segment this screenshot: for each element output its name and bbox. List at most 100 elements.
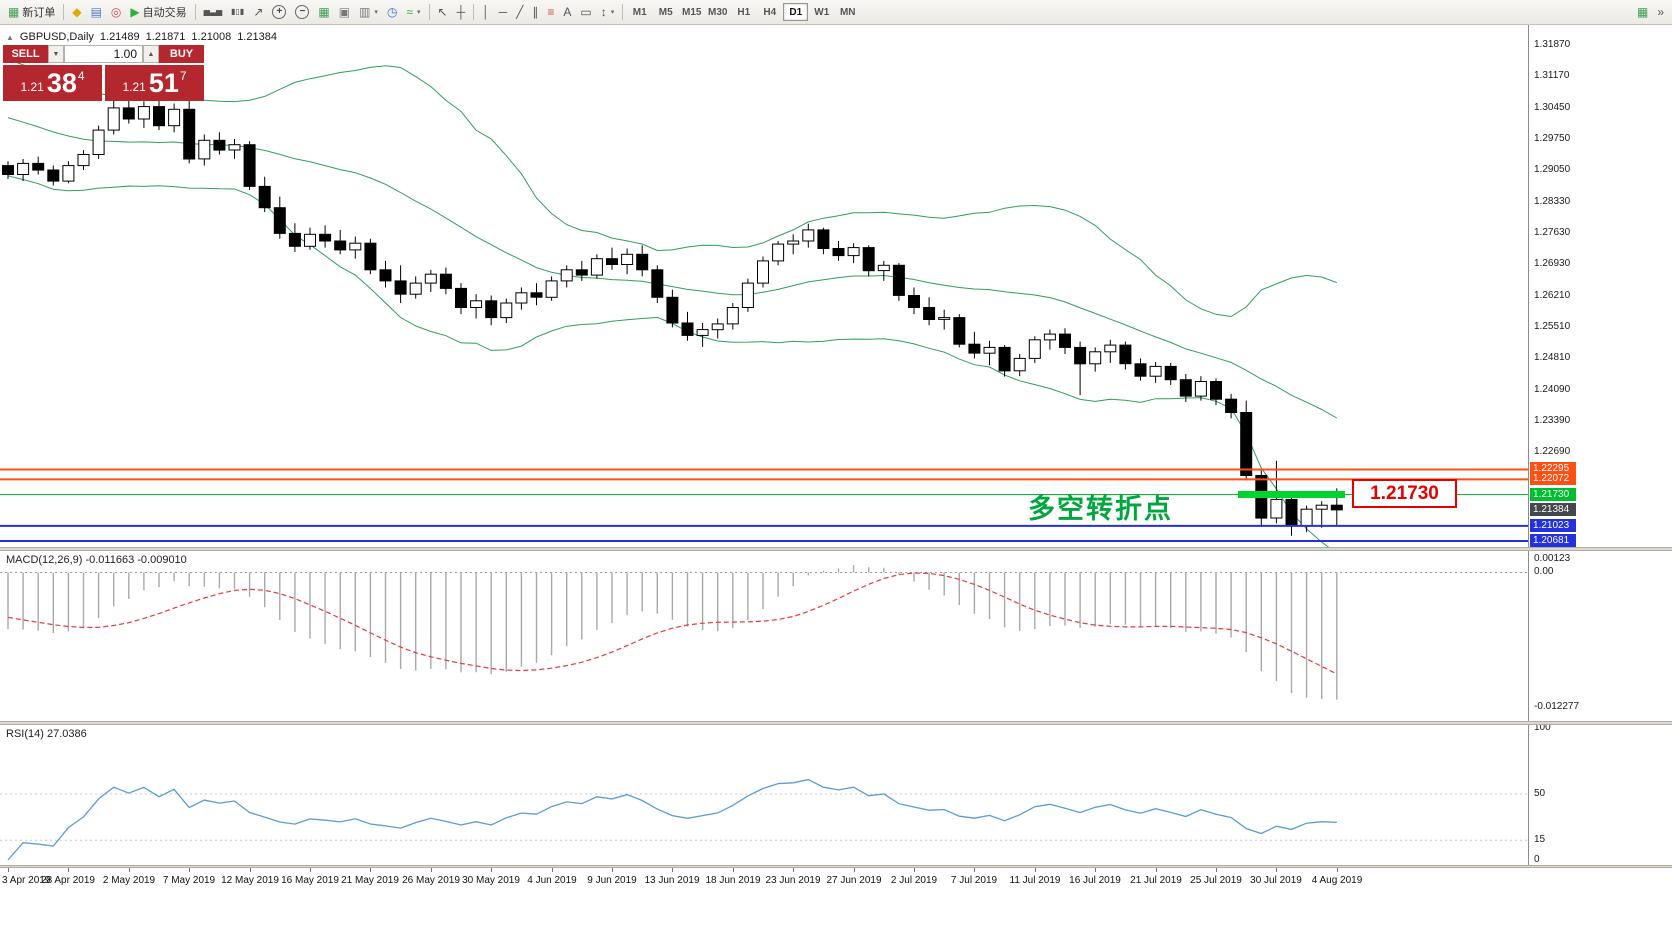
timeframe-m15-button[interactable]: M15 [679,3,704,21]
clock-icon: ◷ [386,5,398,19]
text-button[interactable]: A [559,2,575,22]
arrows-button[interactable]: ↕ ▾ [597,2,619,22]
cursor-button[interactable]: ↖ [434,2,452,22]
high-value: 1.21871 [145,31,186,43]
tile-windows-button[interactable]: ▦ [314,2,333,22]
price-scale[interactable]: 1.31870 1.31170 1.30450 1.29750 1.29050 1.283… [1528,25,1672,868]
collapse-trade-panel-icon[interactable]: ▲ [6,32,14,42]
rsi-scale-label: 50 [1534,788,1546,799]
buy-button[interactable]: BUY [159,45,204,63]
date-tick [793,868,794,872]
rsi-canvas[interactable] [0,725,1528,865]
sell-price-sup: 4 [77,69,85,83]
indicators-button[interactable]: ≈ ▾ [402,2,424,22]
price-tick-label: 1.28330 [1534,196,1571,207]
vertical-line-button[interactable]: │ [478,2,494,22]
timeframe-m30-button[interactable]: M30 [705,3,730,21]
dropdown-caret-icon: ▾ [610,9,615,16]
timeframe-m5-button[interactable]: M5 [653,3,678,21]
data-window-button[interactable]: ▤ [87,2,106,22]
date-tick [612,868,613,872]
date-label: 12 May 2019 [221,875,279,886]
low-value: 1.21008 [191,31,232,43]
chart-template-button[interactable]: ▥ ▾ [355,2,382,22]
rsi-axis-splitter[interactable] [0,865,1672,868]
indicators-icon: ≈ [406,5,414,19]
price-tick-label: 1.23390 [1534,415,1571,426]
sell-button[interactable]: SELL [3,45,48,63]
trendline-button[interactable]: ╱ [512,2,527,22]
date-tick [491,868,492,872]
date-label: 11 Jul 2019 [1009,875,1061,886]
price-chart-canvas[interactable] [0,25,1528,547]
autotrade-button[interactable]: ▶ 自动交易 [126,2,190,22]
price-tick-label: 1.31170 [1534,70,1570,81]
date-label: 2 May 2019 [102,875,156,886]
horizontal-line-icon: ─ [498,5,508,19]
price-tick-label: 1.31870 [1534,39,1571,50]
date-label: 30 May 2019 [462,875,520,886]
timeframe-mn-button[interactable]: MN [835,3,860,21]
sell-price-button[interactable]: 1.21 38 4 [3,65,102,101]
time-axis[interactable]: 3 Apr 2019 28 Apr 2019 2 May 2019 7 May 201… [0,868,1672,890]
volume-increase-button[interactable]: ▲ [143,45,159,63]
price-tick-label: 1.29750 [1534,133,1571,144]
chart-window-button[interactable]: ▣ [335,2,354,22]
macd-label: MACD(12,26,9) -0.011663 -0.009010 [6,554,187,566]
navigator-button[interactable]: ◎ [107,2,125,22]
line-chart-mode-button[interactable]: ↗ [249,2,267,22]
volume-decrease-button[interactable]: ▼ [48,45,64,63]
new-order-button[interactable]: ▦ 新订单 [4,2,59,22]
price-level-badge: 1.21730 [1530,488,1576,501]
current-price-badge: 1.21384 [1530,503,1576,516]
price-level-badge: 1.22295 [1530,462,1576,475]
timeframe-h4-button[interactable]: H4 [757,3,782,21]
timeframe-d1-button[interactable]: D1 [783,3,809,21]
text-label-button[interactable]: ▭ [576,2,595,22]
zoom-in-button[interactable]: + [268,2,290,22]
date-label: 2 Jul 2019 [890,875,938,886]
close-value: 1.21384 [237,31,277,43]
date-tick [914,868,915,872]
price-callout-label[interactable]: 1.21730 [1352,479,1457,508]
price-tick-label: 1.24090 [1534,384,1571,395]
fibonacci-button[interactable]: ≡ [543,2,558,22]
dropdown-caret-icon: ▾ [374,9,378,16]
buy-price-head: 1.21 [122,80,146,94]
crosshair-button[interactable]: ┼ [453,2,470,22]
volume-input[interactable] [64,45,143,63]
date-label: 30 Jul 2019 [1250,875,1302,886]
buy-price-button[interactable]: 1.21 51 7 [105,65,204,101]
equidistant-channel-button[interactable]: ∥ [528,2,542,22]
date-label: 23 Jun 2019 [765,875,821,886]
price-tick-label: 1.30450 [1534,102,1571,113]
fibonacci-icon: ≡ [547,5,555,19]
price-tick-label: 1.27630 [1534,227,1571,238]
market-watch-button[interactable]: ◆ [68,2,85,22]
chart-macd-splitter[interactable] [0,547,1672,551]
chart-info: ▲ GBPUSD,Daily 1.21489 1.21871 1.21008 1… [6,31,277,43]
macd-rsi-splitter[interactable] [0,721,1672,725]
chart-shift-button[interactable]: ▦ [1633,2,1652,22]
timeframe-w1-button[interactable]: W1 [809,3,834,21]
toolbar-separator [473,4,475,20]
timeframe-h1-button[interactable]: H1 [731,3,756,21]
tile-windows-icon: ▦ [318,5,330,19]
rsi-label: RSI(14) 27.0386 [6,728,87,740]
timeframe-m1-button[interactable]: M1 [627,3,652,21]
macd-canvas[interactable] [0,551,1528,721]
clock-button[interactable]: ◷ [383,2,401,22]
new-order-icon: ▦ [8,5,20,19]
horizontal-line-button[interactable]: ─ [495,2,512,22]
candlestick-mode-button[interactable]: ▮▯▮ [227,2,248,22]
zoom-out-button[interactable]: − [291,2,313,22]
date-tick [250,868,251,872]
turning-point-annotation[interactable]: 多空转折点 [1028,494,1173,524]
bar-chart-mode-button[interactable]: ▅▃▅ [200,2,226,22]
date-label: 25 Jul 2019 [1190,875,1242,886]
price-tick-label: 1.29050 [1534,164,1571,175]
market-watch-icon: ◆ [72,5,82,19]
bar-chart-mode-icon: ▅▃▅ [203,7,223,16]
overflow-button[interactable]: » [1653,2,1668,22]
